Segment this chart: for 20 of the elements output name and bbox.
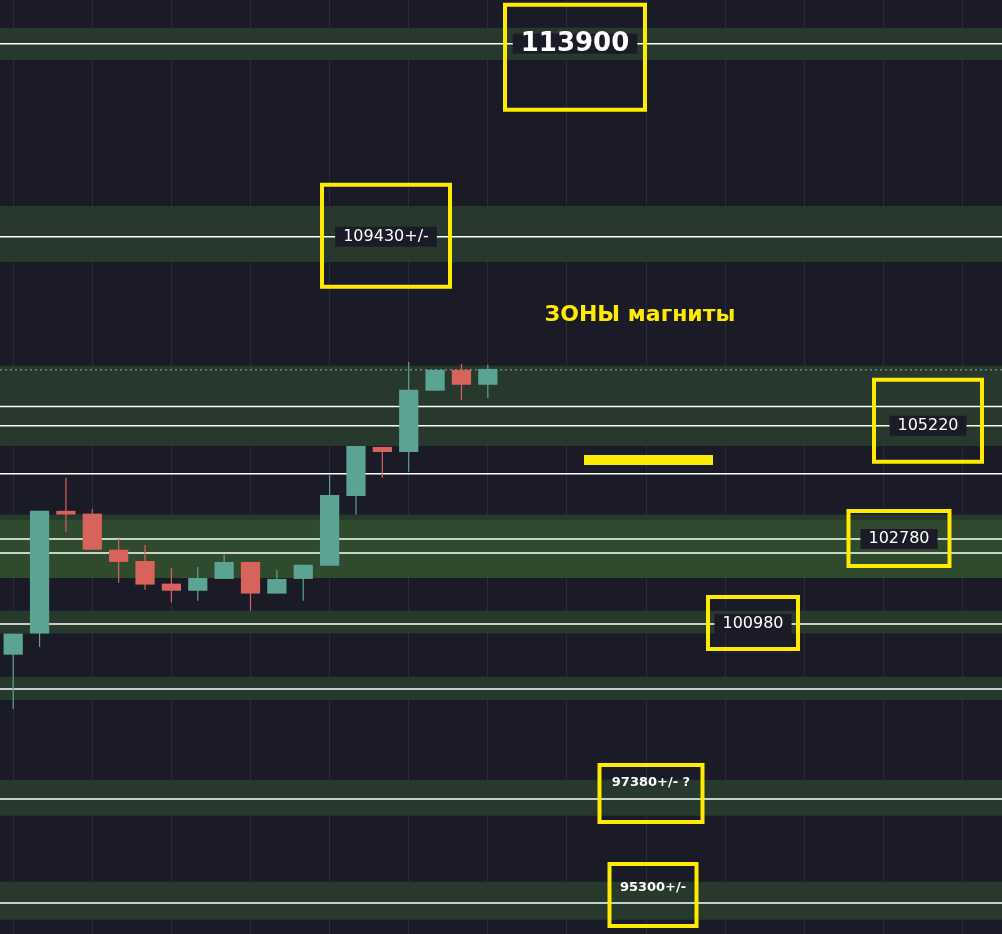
- candlestick: [451, 363, 472, 401]
- candlestick: [56, 477, 76, 533]
- candlestick: [161, 567, 182, 604]
- candlestick: [267, 569, 287, 595]
- candlestick: [478, 364, 498, 399]
- ref-line-label: 100980: [722, 613, 784, 633]
- candlestick: [109, 536, 129, 584]
- ref-line-label: 109430+/-: [343, 225, 429, 245]
- ref-line-label: 113900: [520, 26, 630, 57]
- ref-line-label: 102780: [868, 528, 930, 548]
- candlestick: [135, 544, 155, 591]
- ref-line-label: 95300+/-: [619, 879, 687, 895]
- candlestick: [188, 566, 208, 602]
- annotation: ЗОНЫ магниты: [544, 300, 736, 326]
- ref-line-label: 97380+/- ?: [611, 774, 691, 790]
- candlestick: [214, 554, 234, 580]
- candlestick: [3, 633, 23, 710]
- ref-line-label: 105220: [897, 414, 959, 434]
- candlestick: [372, 446, 392, 479]
- candlestick: [293, 564, 313, 602]
